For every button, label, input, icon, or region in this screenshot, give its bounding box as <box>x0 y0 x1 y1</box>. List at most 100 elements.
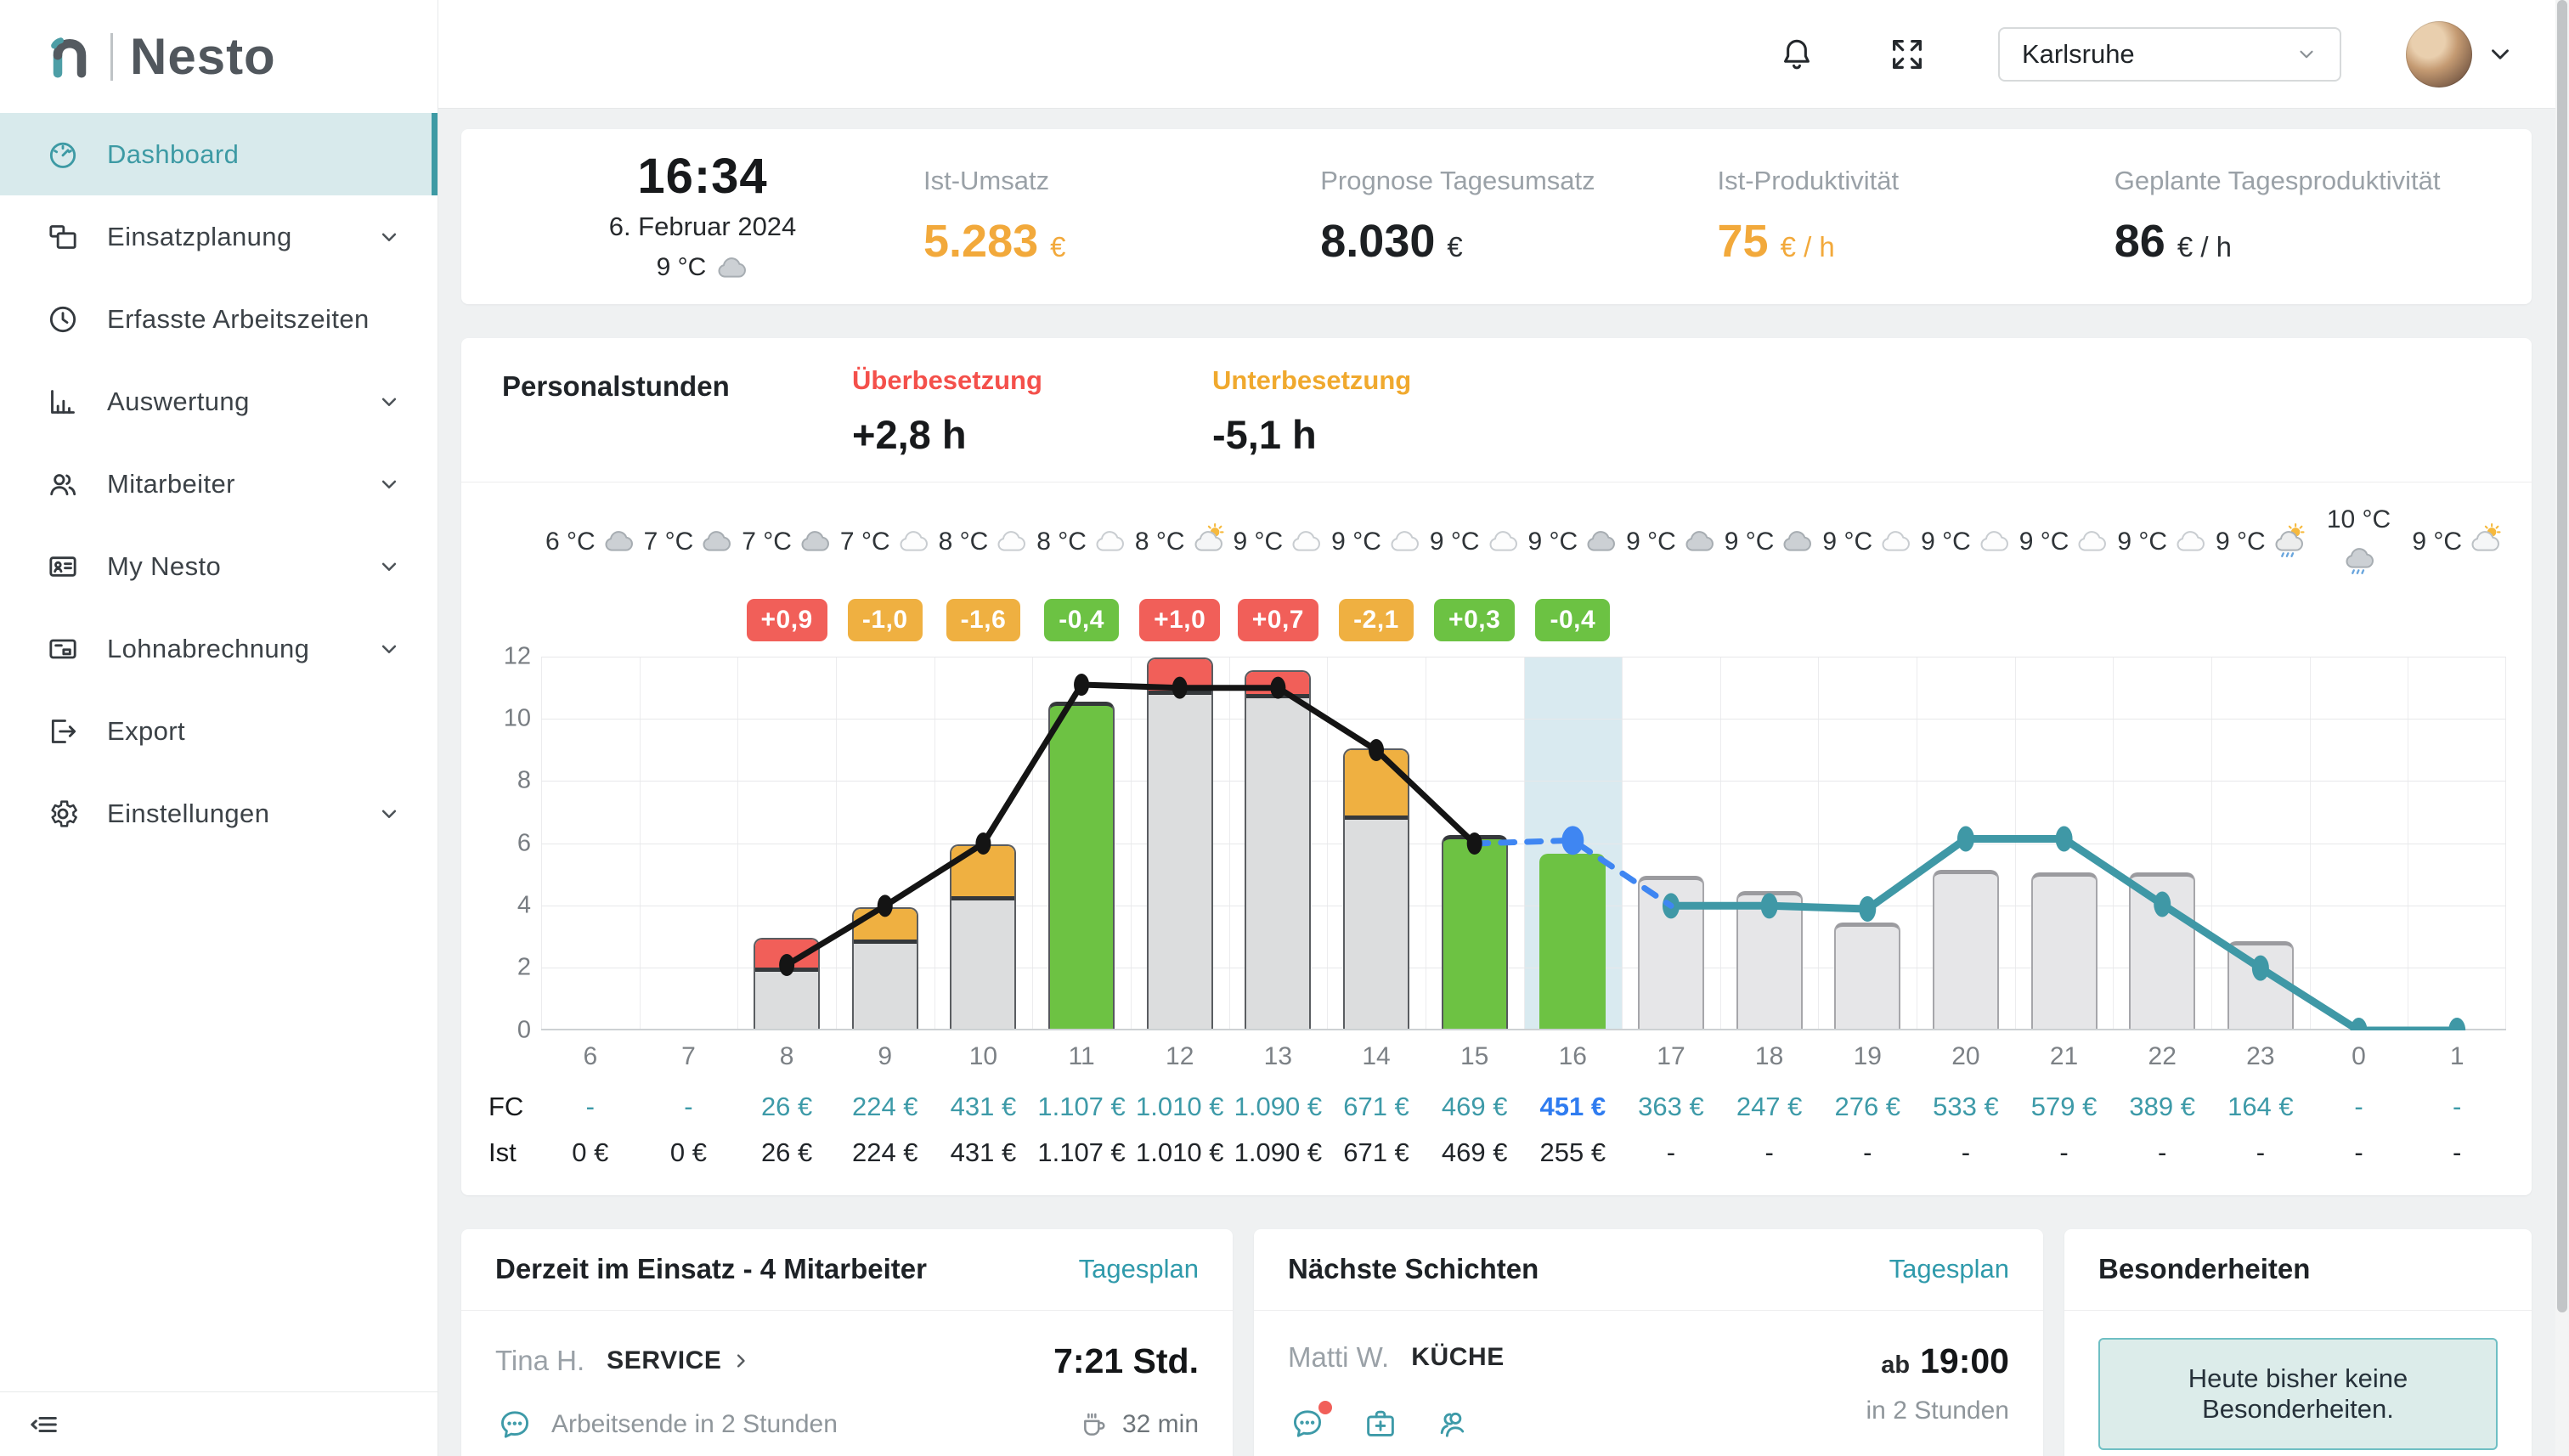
stat-3: Geplante Tagesproduktivität 86 € / h <box>2114 129 2511 304</box>
planned-segment <box>951 895 1015 1029</box>
sidebar-item-erfasste-arbeitszeiten[interactable]: Erfasste Arbeitszeiten <box>0 278 438 360</box>
stat-value: 5.283 € <box>923 215 1320 268</box>
bar-cell-12 <box>1131 657 1229 1029</box>
cloud-light-icon <box>896 522 930 560</box>
sidebar-item-einsatzplanung[interactable]: Einsatzplanung <box>0 195 438 278</box>
weather-hour-15: 9 °C <box>1426 506 1524 577</box>
badge-cell-14: -2,1 <box>1327 598 1426 650</box>
stat-value: 8.030 € <box>1320 215 1717 268</box>
fc-value-20: 533 € <box>1933 1091 1999 1121</box>
app-logo[interactable]: Nesto <box>0 0 438 113</box>
fc-value-6: - <box>585 1091 595 1121</box>
cloud-icon <box>699 522 733 560</box>
fc-value-1: - <box>2453 1091 2462 1121</box>
fc-row-label: FC <box>488 1091 524 1121</box>
notifications-bell-icon[interactable] <box>1777 35 1816 74</box>
employee-role: KÜCHE <box>1411 1342 1505 1371</box>
next-shifts-card: Nächste Schichten Tagesplan Matti W. KÜCH… <box>1254 1228 2043 1456</box>
sidebar-item-dashboard[interactable]: Dashboard <box>0 113 438 195</box>
chevron-down-icon <box>2295 43 2318 65</box>
ist-value-6: 0 € <box>572 1137 609 1167</box>
weather-hour-10: 8 °C <box>934 506 1033 577</box>
weather-hour-0: 10 °C <box>2310 506 2408 577</box>
first-aid-bag-icon[interactable] <box>1361 1404 1400 1443</box>
sidebar-item-lohnabrechnung[interactable]: Lohnabrechnung <box>0 607 438 690</box>
tagesplan-link[interactable]: Tagesplan <box>1889 1254 2009 1284</box>
badge-cell-12: +1,0 <box>1131 598 1229 650</box>
location-select[interactable]: Karlsruhe <box>1998 26 2341 82</box>
staff-bar-15 <box>1441 835 1508 1029</box>
plot-column-14 <box>1327 656 1426 1029</box>
clock-icon <box>46 302 80 336</box>
stat-number: 8.030 <box>1320 216 1436 267</box>
stat-number: 75 <box>1717 216 1769 267</box>
sidebar-item-mitarbeiter[interactable]: Mitarbeiter <box>0 443 438 525</box>
plot-column-1 <box>2408 656 2506 1029</box>
ist-row-label: Ist <box>488 1137 517 1167</box>
cloud-light-icon <box>1387 522 1421 560</box>
chevron-down-icon <box>376 471 402 497</box>
employee-name: Tina H. <box>495 1345 585 1376</box>
y-tick-6: 6 <box>517 829 531 856</box>
weather-temp: 8 °C <box>938 527 989 556</box>
sidebar-item-einstellungen[interactable]: Einstellungen <box>0 772 438 855</box>
tagesplan-link[interactable]: Tagesplan <box>1078 1254 1199 1284</box>
badge-cell-20 <box>1917 599 2015 650</box>
sidebar-item-export[interactable]: Export <box>0 690 438 772</box>
staff-bar-16 <box>1539 854 1606 1029</box>
fc-value-10: 431 € <box>950 1091 1017 1121</box>
ist-value-7: 0 € <box>669 1137 708 1167</box>
ist-value-8: 26 € <box>760 1137 813 1167</box>
fullscreen-expand-icon[interactable] <box>1888 35 1927 74</box>
staff-bar-21 <box>2030 872 2098 1029</box>
collapse-sidebar-icon[interactable] <box>27 1408 61 1442</box>
badge-cell-6 <box>541 599 640 650</box>
avatar[interactable] <box>2406 20 2472 87</box>
person-icon[interactable] <box>1434 1404 1473 1443</box>
sidebar-item-my-nesto[interactable]: My Nesto <box>0 525 438 607</box>
specials-message: Heute bisher keine Besonderheiten. <box>2098 1337 2498 1450</box>
bar-cell-11 <box>1032 657 1131 1029</box>
staff-bar-11 <box>1048 701 1115 1029</box>
y-tick-0: 0 <box>517 1016 531 1043</box>
chat-icon[interactable] <box>1288 1400 1332 1443</box>
worked-duration: 7:21 Std. <box>1053 1340 1199 1380</box>
scrollbar-thumb[interactable] <box>2557 0 2567 1312</box>
cloud-light-icon <box>2173 522 2207 560</box>
fc-value-9: 224 € <box>851 1091 918 1121</box>
x-tick-12: 12 <box>1166 1041 1194 1070</box>
weather-hour-12: 8 °C <box>1131 506 1229 577</box>
user-menu-chevron-icon[interactable] <box>2486 40 2515 69</box>
fc-value-18: 247 € <box>1736 1091 1803 1121</box>
weather-hour-7: 7 °C <box>640 506 738 577</box>
x-axis-labels: 6 7 8 9 10 11 12 13 14 15 16 17 18 19 20 21 22 23 0 1 <box>541 1042 2506 1071</box>
badge-cell-21 <box>2015 599 2114 650</box>
employee-role-link[interactable]: SERVICE <box>607 1346 752 1375</box>
current-time: 16:34 <box>637 148 768 204</box>
badge-cell-17 <box>1622 599 1720 650</box>
ist-value-1: - <box>2453 1137 2462 1167</box>
fc-value-22: 389 € <box>2129 1091 2195 1121</box>
x-tick-10: 10 <box>968 1041 998 1070</box>
plot-column-22 <box>2113 656 2211 1029</box>
ist-value-23: - <box>2256 1137 2266 1167</box>
understaffing-block: Unterbesetzung -5,1 h <box>1212 365 1572 458</box>
weather-temp: 9 °C <box>2216 527 2266 556</box>
stat-value: 86 € / h <box>2114 215 2511 268</box>
chat-icon[interactable] <box>495 1405 534 1444</box>
sidebar-item-auswertung[interactable]: Auswertung <box>0 360 438 443</box>
x-tick-15: 15 <box>1460 1041 1489 1070</box>
shift-row-left: Matti W. KÜCHE <box>1288 1341 1866 1443</box>
cloud-icon <box>1584 522 1618 560</box>
sidebar-item-label: Export <box>107 715 185 746</box>
break-minutes: 32 min <box>1121 1409 1199 1438</box>
scrollbar-track[interactable] <box>2555 0 2569 1456</box>
staffing-header: Personalstunden Überbesetzung +2,8 h Unt… <box>461 338 2532 483</box>
gauge-icon <box>46 138 80 172</box>
x-tick-1: 1 <box>2449 1041 2465 1070</box>
ist-value-19: - <box>1863 1137 1872 1167</box>
logo-divider <box>110 32 113 81</box>
weather-temp: 7 °C <box>839 527 890 556</box>
weather-hour-16: 9 °C <box>1524 506 1623 577</box>
shift-row-right: ab 19:00 in 2 Stunden <box>1866 1341 2009 1443</box>
